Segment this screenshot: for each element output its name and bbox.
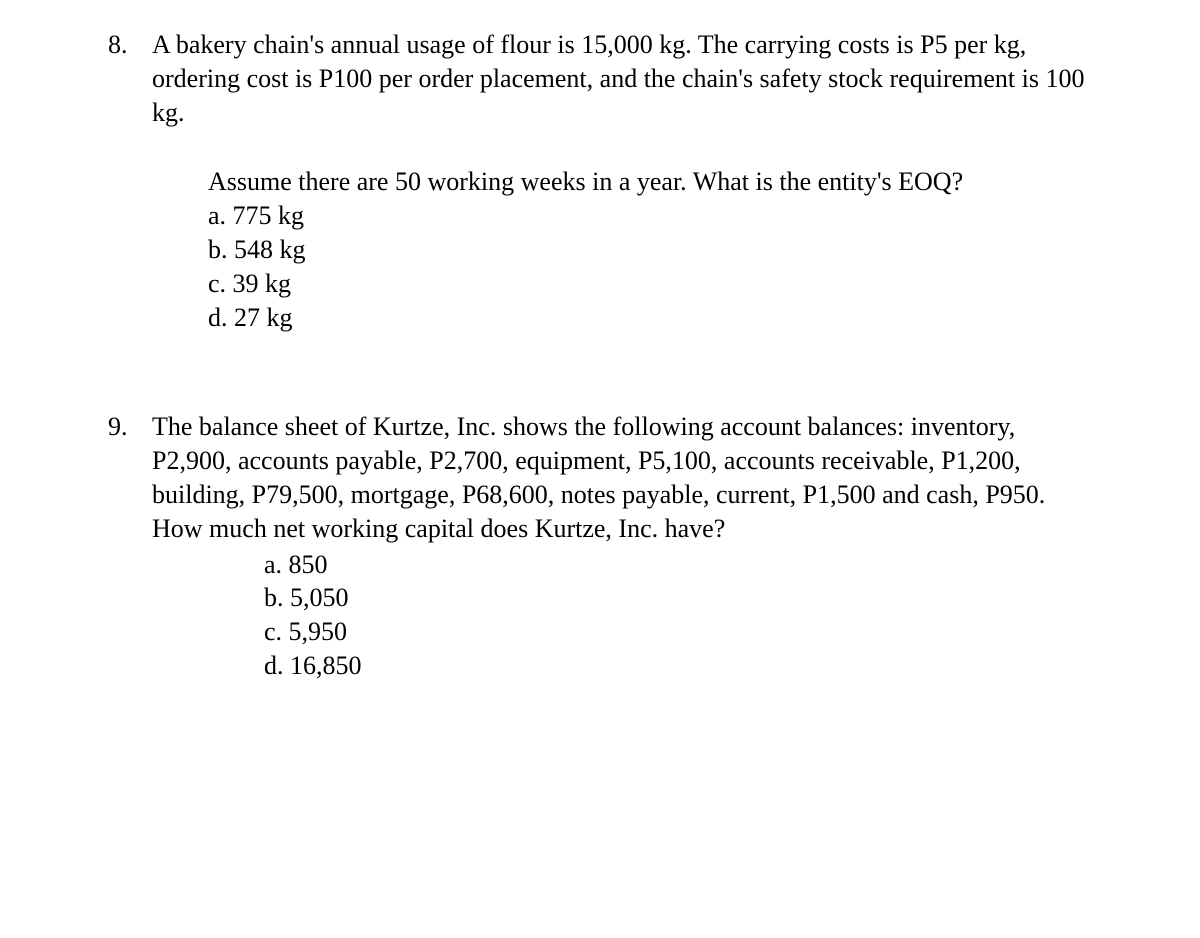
question-8-header: 8. A bakery chain's annual usage of flou… [108,28,1100,129]
question-9-header: 9. The balance sheet of Kurtze, Inc. sho… [108,410,1100,545]
question-9-number: 9. [108,410,152,444]
question-8-option-d: d. 27 kg [208,301,1100,335]
question-9-option-a: a. 850 [264,548,1100,582]
question-8-stem: A bakery chain's annual usage of flour i… [152,28,1100,129]
question-8-number: 8. [108,28,152,62]
question-9-option-d: d. 16,850 [264,649,1100,683]
question-9-option-b: b. 5,050 [264,581,1100,615]
question-9-options: a. 850 b. 5,050 c. 5,950 d. 16,850 [264,548,1100,683]
question-9-option-c: c. 5,950 [264,615,1100,649]
question-9-stem: The balance sheet of Kurtze, Inc. shows … [152,410,1100,545]
question-8-subsection: Assume there are 50 working weeks in a y… [208,165,1100,334]
question-9: 9. The balance sheet of Kurtze, Inc. sho… [108,410,1100,682]
question-8-option-b: b. 548 kg [208,233,1100,267]
question-8: 8. A bakery chain's annual usage of flou… [108,28,1100,334]
question-8-option-a: a. 775 kg [208,199,1100,233]
question-8-option-c: c. 39 kg [208,267,1100,301]
question-8-subprompt: Assume there are 50 working weeks in a y… [208,165,1100,199]
